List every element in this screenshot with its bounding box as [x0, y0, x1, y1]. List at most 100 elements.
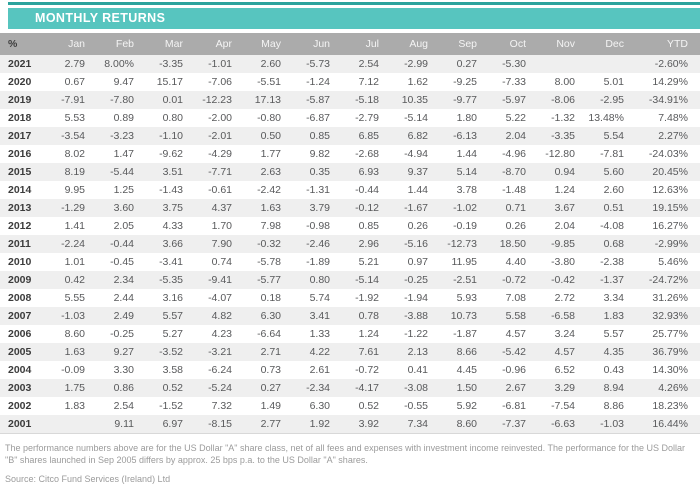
value-cell: 0.52 [358, 400, 379, 412]
value-cell: -1.29 [61, 202, 85, 214]
value-cell: -24.03% [648, 148, 688, 160]
column-header-ytd: YTD [636, 33, 700, 55]
value-cell: -7.80 [110, 94, 134, 106]
value-cell: -6.24 [208, 364, 232, 376]
value-cell: -3.35 [159, 58, 183, 70]
value-cell: 8.66 [456, 346, 477, 358]
value-cell: -5.16 [404, 238, 428, 250]
value-cell: -2.46 [306, 238, 330, 250]
value-cell: 0.68 [603, 238, 624, 250]
value-cell: -1.43 [159, 184, 183, 196]
value-cell: -1.24 [306, 76, 330, 88]
value-cell: -5.78 [257, 256, 281, 268]
top-accent-line [8, 2, 700, 5]
value-cell: -0.25 [110, 328, 134, 340]
year-cell: 2021 [8, 58, 32, 70]
value-cell: 1.25 [113, 184, 134, 196]
value-cell: -1.03 [61, 310, 85, 322]
value-cell: -0.55 [404, 400, 428, 412]
year-cell: 2003 [8, 382, 32, 394]
value-cell: -5.14 [355, 274, 379, 286]
value-cell: 2.60 [260, 58, 281, 70]
value-cell: -0.12 [355, 202, 379, 214]
value-cell: -7.81 [600, 148, 624, 160]
value-cell: -5.24 [208, 382, 232, 394]
value-cell: 8.02 [64, 148, 85, 160]
column-header-sep: Sep [440, 33, 489, 55]
value-cell: 0.50 [260, 130, 281, 142]
value-cell: -12.73 [447, 238, 477, 250]
table-row: 2011 -2.24 -0.44 3.66 7.90 -0.32 -2.46 2.96 -5.1… [0, 235, 700, 253]
value-cell: 4.57 [505, 328, 526, 340]
value-cell: 1.01 [64, 256, 85, 268]
value-cell: 0.51 [603, 202, 624, 214]
value-cell: 18.23% [652, 400, 688, 412]
value-cell: 0.80 [162, 112, 183, 124]
value-cell: 2.60 [603, 184, 624, 196]
column-header-mar: Mar [146, 33, 195, 55]
table-row: 2008 5.55 2.44 3.16 -4.07 0.18 5.74 -1.92 -1.94 5… [0, 289, 700, 307]
value-cell: -5.42 [502, 346, 526, 358]
value-cell: 13.48% [588, 112, 624, 124]
value-cell: 0.27 [260, 382, 281, 394]
value-cell: 1.75 [64, 382, 85, 394]
value-cell: -0.96 [502, 364, 526, 376]
value-cell: 4.23 [211, 328, 232, 340]
value-cell: 3.16 [162, 292, 183, 304]
value-cell: 3.51 [162, 166, 183, 178]
value-cell: -5.87 [306, 94, 330, 106]
value-cell: -1.37 [600, 274, 624, 286]
value-cell: -2.99% [654, 238, 688, 250]
value-cell: 4.45 [456, 364, 477, 376]
column-header-may: May [244, 33, 293, 55]
table-row: 2002 1.83 2.54 -1.52 7.32 1.49 6.30 0.52 -0.55 5.… [0, 397, 700, 415]
value-cell: 4.22 [309, 346, 330, 358]
value-cell: 3.60 [113, 202, 134, 214]
value-cell: 1.70 [211, 220, 232, 232]
value-cell: 0.35 [309, 166, 330, 178]
value-cell: -0.32 [257, 238, 281, 250]
value-cell: -0.98 [306, 220, 330, 232]
value-cell: 15.17 [156, 76, 183, 88]
value-cell: -9.41 [208, 274, 232, 286]
value-cell: 1.62 [407, 76, 428, 88]
value-cell: 6.97 [146, 415, 195, 434]
footnote: The performance numbers above are for th… [5, 442, 686, 466]
column-header-dec: Dec [587, 33, 636, 55]
value-cell: 16.44% [636, 415, 700, 434]
value-cell: 1.49 [260, 400, 281, 412]
value-cell: -5.14 [404, 112, 428, 124]
value-cell: 5.14 [456, 166, 477, 178]
value-cell: -2.79 [355, 112, 379, 124]
value-cell: 18.50 [499, 238, 526, 250]
value-cell: 4.40 [505, 256, 526, 268]
value-cell: 6.85 [358, 130, 379, 142]
value-cell: 9.37 [407, 166, 428, 178]
value-cell: -1.01 [208, 58, 232, 70]
value-cell: 2.77 [244, 415, 293, 434]
value-cell: 6.30 [260, 310, 281, 322]
value-cell: 1.80 [456, 112, 477, 124]
column-header-apr: Apr [195, 33, 244, 55]
table-row: 2014 9.95 1.25 -1.43 -0.61 -2.42 -1.31 -0.44 1.4… [0, 181, 700, 199]
value-cell: 0.71 [505, 202, 526, 214]
value-cell: 3.30 [113, 364, 134, 376]
value-cell: 8.94 [603, 382, 624, 394]
value-cell: 5.46% [658, 256, 688, 268]
value-cell: -2.00 [208, 112, 232, 124]
value-cell: 0.41 [407, 364, 428, 376]
value-cell: 6.93 [358, 166, 379, 178]
value-cell: -6.64 [257, 328, 281, 340]
value-cell: 1.50 [456, 382, 477, 394]
year-cell: 2017 [8, 130, 32, 142]
value-cell: -1.87 [453, 328, 477, 340]
value-cell: -1.92 [355, 292, 379, 304]
value-cell: 0.26 [407, 220, 428, 232]
value-cell: -7.91 [61, 94, 85, 106]
value-cell: -0.72 [355, 364, 379, 376]
value-cell: -2.60% [654, 58, 688, 70]
value-cell: -5.51 [257, 76, 281, 88]
value-cell: -3.21 [208, 346, 232, 358]
value-cell: -9.62 [159, 148, 183, 160]
value-cell: 4.37 [211, 202, 232, 214]
